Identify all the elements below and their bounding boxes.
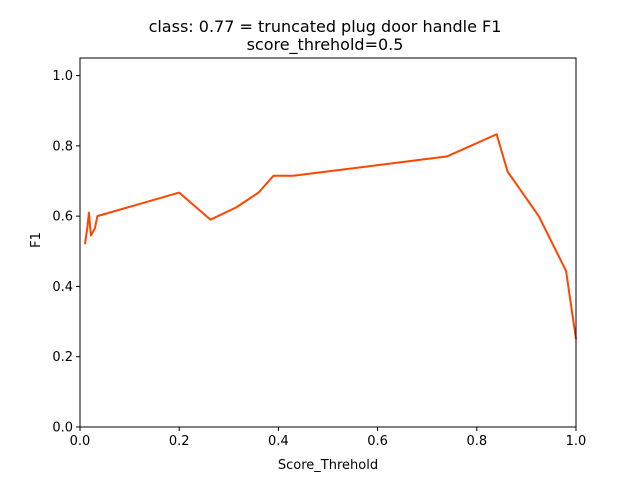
y-axis-label: F1 xyxy=(29,232,44,248)
y-tick-label: 0.0 xyxy=(52,421,73,436)
y-tick-label: 0.2 xyxy=(52,350,73,365)
x-tick-label: 0.4 xyxy=(268,434,289,449)
series-line-0 xyxy=(83,133,577,340)
x-tick-label: 0.0 xyxy=(70,434,91,449)
y-tick-label: 0.6 xyxy=(52,210,73,225)
x-tick-label: 0.6 xyxy=(367,434,388,449)
x-tick-label: 1.0 xyxy=(566,434,587,449)
plot-area: 0.0 0.2 0.4 0.6 0.8 1.0 0.0 0.2 0.4 0.6 0.8 1.0 xyxy=(52,57,587,449)
x-tick-label: 0.2 xyxy=(169,434,190,449)
x-axis-label: Score_Threhold xyxy=(278,458,378,473)
y-tick-label: 1.0 xyxy=(52,69,73,84)
x-tick-label: 0.8 xyxy=(466,434,487,449)
chart-title: class: 0.77 = truncated plug door handle… xyxy=(149,17,502,36)
y-tick-label: 0.8 xyxy=(52,139,73,154)
chart-subtitle: score_threhold=0.5 xyxy=(247,35,404,55)
y-tick-label: 0.4 xyxy=(52,280,73,295)
axes-frame xyxy=(79,57,577,428)
